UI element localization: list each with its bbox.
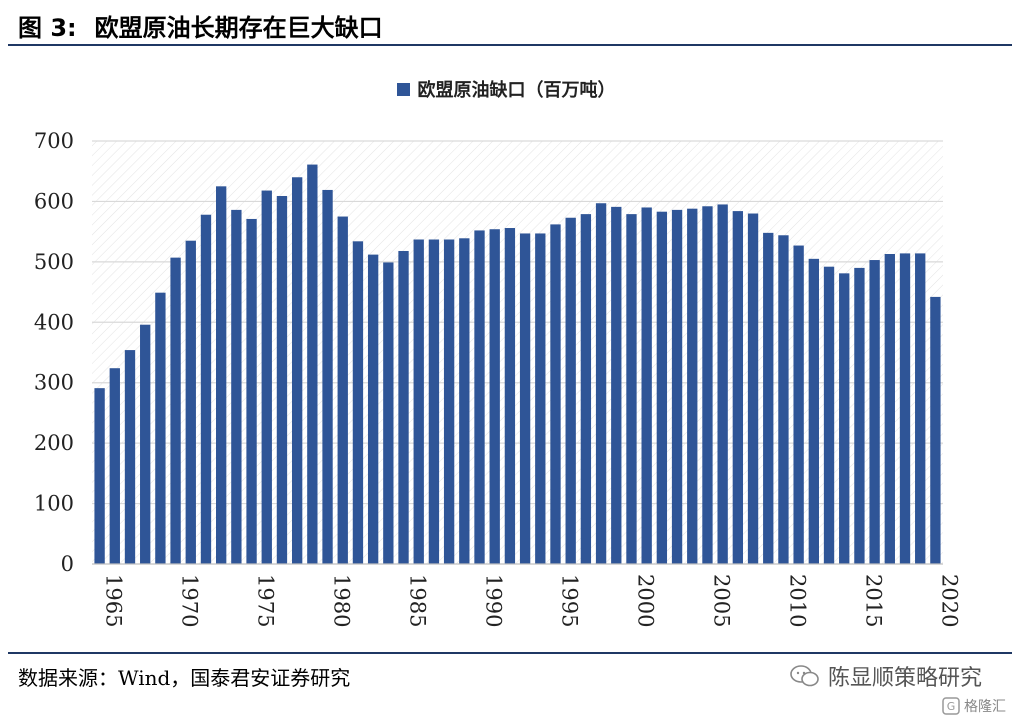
- x-tick-label: 2000: [633, 574, 657, 627]
- figure-title-text: 欧盟原油长期存在巨大缺口: [94, 13, 383, 42]
- brand-mark: G 格隆汇: [942, 696, 1006, 716]
- y-tick-label: 500: [34, 250, 74, 274]
- bar-2011: [793, 245, 804, 564]
- figure-title: 图 3: 欧盟原油长期存在巨大缺口: [18, 8, 383, 42]
- bar-2006: [717, 204, 728, 564]
- watermark: 陈显顺策略研究: [790, 660, 982, 692]
- bar-2018: [899, 253, 911, 564]
- bar-1992: [504, 228, 516, 564]
- svg-text:G: G: [947, 700, 956, 713]
- x-tick-label: 2005: [709, 574, 733, 627]
- y-tick-label: 400: [34, 310, 74, 334]
- x-tick-label: 1990: [482, 574, 506, 627]
- bar-1969: [155, 292, 166, 564]
- y-tick-label: 700: [34, 129, 74, 153]
- brand-logo-icon: G: [942, 697, 960, 715]
- bar-2004: [687, 208, 698, 564]
- bar-1970: [170, 257, 181, 564]
- bar-1990: [474, 230, 485, 565]
- y-tick-label: 600: [34, 189, 74, 213]
- bar-1972: [200, 214, 212, 565]
- bar-1985: [398, 250, 409, 565]
- bar-2020: [930, 296, 941, 564]
- bar-1982: [352, 241, 364, 564]
- bar-1995: [550, 224, 561, 565]
- bar-2012: [808, 258, 819, 564]
- bar-1983: [367, 254, 379, 564]
- wechat-icon: [790, 665, 819, 687]
- bar-2001: [641, 207, 652, 564]
- bar-1971: [185, 240, 196, 564]
- bar-1993: [519, 233, 531, 564]
- bar-2005: [702, 206, 713, 564]
- bar-1999: [611, 206, 622, 565]
- bar-1979: [307, 164, 318, 564]
- y-tick-label: 300: [34, 371, 74, 395]
- bar-2014: [839, 273, 850, 564]
- chart-legend: 欧盟原油缺口（百万吨）: [0, 76, 1012, 102]
- bar-2007: [732, 211, 744, 564]
- bar-1994: [535, 233, 546, 564]
- bar-1976: [261, 190, 272, 564]
- bar-1974: [231, 209, 242, 565]
- bar-1978: [291, 177, 303, 564]
- bar-1989: [459, 238, 470, 565]
- x-tick-label: 2020: [937, 574, 961, 627]
- bar-2017: [884, 254, 895, 564]
- bar-2013: [823, 266, 835, 564]
- bar-2008: [747, 213, 759, 564]
- bar-2019: [915, 253, 926, 564]
- bar-2000: [626, 214, 637, 564]
- bar-2015: [854, 267, 865, 564]
- bar-1966: [109, 368, 120, 564]
- legend-label: 欧盟原油缺口（百万吨）: [417, 80, 616, 101]
- bar-chart: 0 100 200 300 400 500 600 700 1965 1970 1975 1980 1…: [34, 129, 961, 627]
- x-tick-label: 2010: [785, 574, 809, 627]
- bar-2003: [671, 209, 683, 565]
- bar-2002: [656, 211, 668, 565]
- bar-1987: [428, 239, 440, 564]
- bar-1981: [337, 216, 348, 565]
- bar-1977: [276, 195, 288, 565]
- bar-1998: [595, 203, 607, 564]
- x-tick-label: 2015: [861, 574, 885, 627]
- bar-1986: [413, 239, 424, 564]
- x-tick-label: 1995: [557, 574, 581, 627]
- x-tick-label: 1970: [178, 574, 202, 627]
- bar-1996: [565, 217, 576, 564]
- footer-rule: [8, 652, 1012, 654]
- bar-2016: [869, 260, 880, 564]
- bar-1975: [246, 218, 257, 564]
- header-rule: [8, 44, 1012, 46]
- y-tick-label: 0: [61, 552, 74, 576]
- bar-1973: [216, 186, 227, 565]
- legend-swatch: [396, 82, 410, 96]
- bar-1967: [124, 350, 136, 564]
- bar-1968: [140, 324, 151, 564]
- x-tick-label: 1975: [254, 574, 278, 627]
- y-tick-label: 200: [34, 431, 74, 455]
- bar-1965: [94, 388, 105, 564]
- y-tick-label: 100: [34, 492, 74, 516]
- x-tick-label: 1985: [406, 574, 430, 627]
- bar-2010: [778, 235, 789, 565]
- x-tick-label: 1980: [330, 574, 354, 627]
- source-note: 数据来源：Wind，国泰君安证券研究: [18, 666, 351, 690]
- bar-1997: [580, 214, 592, 564]
- bar-1980: [322, 189, 333, 564]
- brand-text: 格隆汇: [964, 699, 1006, 715]
- bar-1991: [489, 229, 500, 564]
- bar-2009: [763, 232, 774, 564]
- watermark-text: 陈显顺策略研究: [827, 666, 982, 691]
- bar-1984: [383, 262, 394, 564]
- figure-number: 图 3:: [18, 13, 77, 42]
- x-tick-label: 1965: [102, 574, 126, 627]
- bar-1988: [443, 239, 455, 564]
